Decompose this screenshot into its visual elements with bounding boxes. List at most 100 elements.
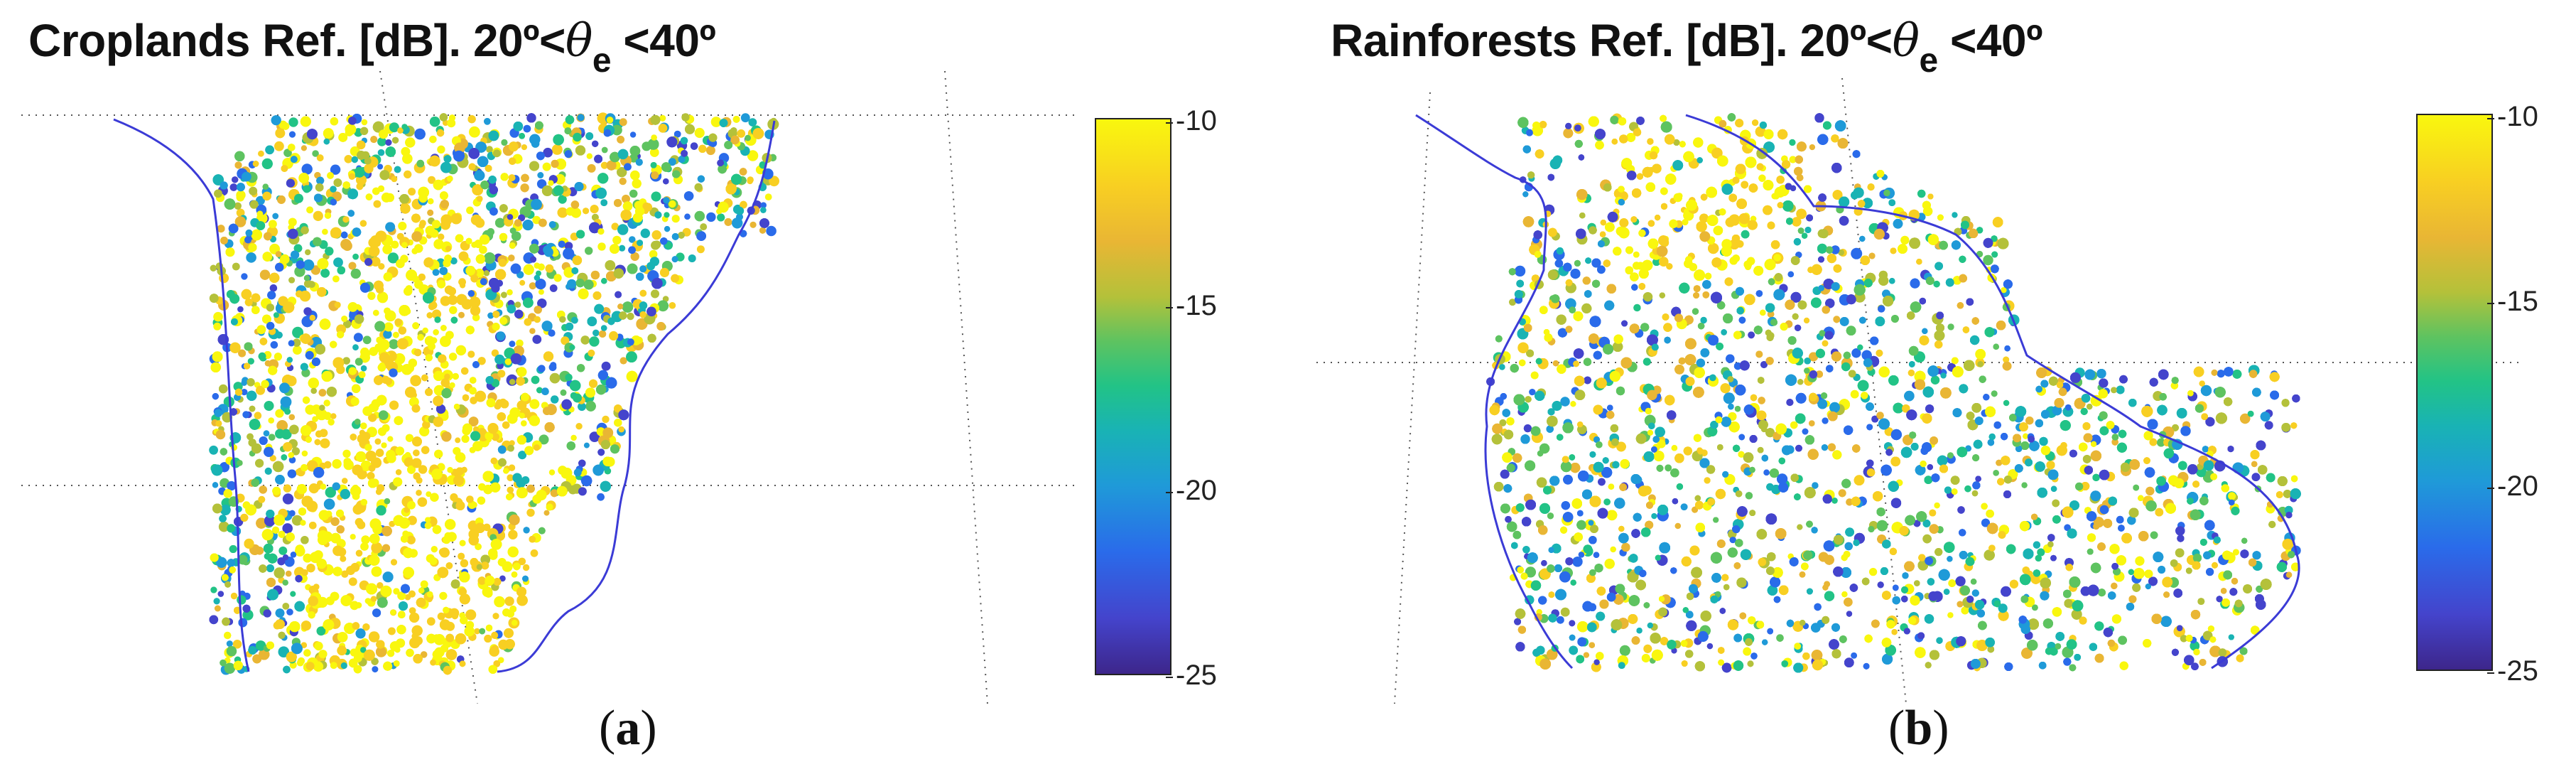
map-point: [683, 191, 694, 201]
data-points: [209, 112, 779, 675]
map-point: [330, 227, 342, 239]
map-point: [358, 371, 366, 378]
map-point: [286, 178, 296, 188]
map-point: [301, 145, 307, 151]
map-point: [681, 113, 690, 122]
map-point: [210, 264, 217, 272]
map-point: [602, 427, 614, 439]
map-point: [535, 279, 546, 290]
map-point: [589, 379, 597, 388]
map-point: [261, 158, 273, 169]
map-point: [760, 202, 767, 209]
map-point: [507, 486, 514, 494]
map-point: [500, 173, 509, 181]
map-point: [255, 640, 266, 651]
map-point: [321, 370, 332, 382]
map-point: [426, 617, 435, 626]
map-point: [332, 482, 340, 491]
map-point: [256, 517, 267, 529]
map-point: [215, 429, 226, 440]
map-point: [291, 447, 301, 456]
map-point: [580, 335, 590, 345]
map-point: [226, 646, 237, 657]
map-point: [571, 267, 579, 274]
map-point: [289, 510, 296, 517]
map-point: [396, 232, 404, 240]
map-point: [468, 417, 479, 426]
map-point: [476, 195, 483, 203]
map-point: [314, 641, 323, 651]
map-point: [615, 291, 622, 299]
map-point: [330, 517, 340, 526]
map-point: [511, 571, 518, 578]
map-point: [600, 161, 609, 169]
map-point: [624, 163, 632, 171]
map-point: [232, 176, 239, 183]
map-point: [499, 575, 506, 582]
map-point: [480, 554, 490, 565]
map-point: [325, 510, 332, 517]
map-point: [484, 252, 496, 264]
map-point: [270, 341, 278, 349]
map-point: [541, 185, 553, 196]
map-point: [383, 661, 393, 671]
map-point: [696, 245, 705, 254]
map-point: [288, 131, 296, 138]
map-point: [669, 200, 676, 208]
map-point: [477, 357, 486, 365]
map-point: [557, 207, 568, 218]
map-point: [394, 166, 401, 173]
map-point: [278, 546, 288, 555]
map-point: [262, 252, 273, 262]
title-subscript: e: [592, 42, 612, 80]
map-point: [443, 119, 449, 126]
map-point: [360, 542, 369, 551]
map-point: [585, 387, 595, 398]
map-point: [650, 148, 659, 157]
map-point: [475, 390, 487, 402]
map-point: [372, 666, 379, 673]
map-point: [664, 226, 671, 232]
map-point: [764, 193, 772, 200]
map-point: [537, 172, 544, 178]
map-point: [455, 633, 467, 645]
map-point: [502, 421, 510, 429]
map-point: [330, 117, 339, 126]
graticule-line: [944, 70, 988, 704]
map-point: [348, 367, 357, 375]
map-point: [411, 458, 422, 468]
map-point: [551, 144, 563, 155]
map-point: [241, 389, 248, 396]
map-point: [330, 186, 337, 193]
map-point: [213, 311, 223, 322]
map-point: [449, 382, 455, 388]
map-point: [440, 296, 451, 306]
map-point: [560, 389, 567, 396]
map-point: [697, 175, 705, 183]
map-point: [330, 591, 340, 601]
map-point: [439, 113, 448, 122]
map-point: [486, 398, 496, 407]
map-point: [461, 435, 470, 443]
map-point: [592, 329, 600, 337]
map-point: [508, 464, 516, 471]
map-point: [521, 392, 529, 402]
map-point: [217, 591, 224, 597]
map-point: [574, 182, 584, 191]
map-point: [361, 119, 368, 126]
map-point: [583, 442, 590, 448]
map-point: [589, 336, 600, 347]
map-point: [318, 650, 328, 659]
map-point: [418, 465, 428, 474]
map-point: [434, 316, 441, 323]
map-point: [520, 183, 529, 193]
map-point: [352, 622, 360, 630]
map-point: [305, 249, 311, 256]
map-point: [275, 409, 284, 418]
map-point: [732, 217, 743, 229]
map-point: [455, 345, 467, 356]
map-point: [688, 254, 696, 262]
map-point: [285, 570, 292, 577]
map-point: [548, 469, 556, 476]
map-point: [492, 613, 499, 620]
